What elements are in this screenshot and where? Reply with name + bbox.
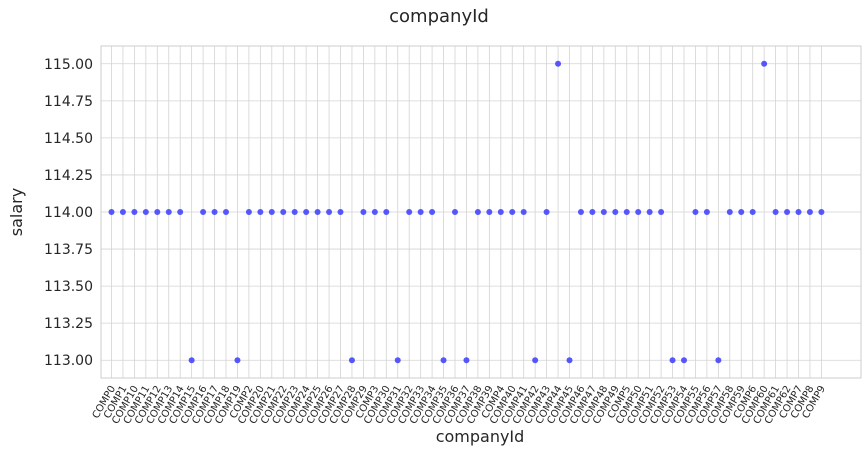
data-point bbox=[154, 209, 161, 215]
data-point bbox=[543, 209, 550, 215]
data-point bbox=[658, 209, 665, 215]
data-point bbox=[463, 357, 470, 364]
data-point bbox=[268, 209, 275, 215]
data-point bbox=[692, 209, 699, 215]
data-point bbox=[119, 209, 126, 215]
data-point bbox=[726, 209, 733, 215]
y-tick-label: 113.75 bbox=[44, 242, 93, 258]
data-point bbox=[200, 209, 207, 215]
y-tick-label: 113.00 bbox=[44, 353, 93, 369]
data-point bbox=[165, 209, 172, 215]
data-point bbox=[555, 60, 562, 67]
data-point bbox=[818, 209, 825, 215]
y-tick-label: 115.00 bbox=[44, 57, 93, 73]
data-point bbox=[532, 357, 539, 364]
y-tick-label: 114.25 bbox=[44, 168, 93, 184]
data-point bbox=[314, 209, 321, 215]
data-point bbox=[337, 209, 344, 215]
data-point bbox=[738, 209, 745, 215]
data-point bbox=[211, 209, 218, 215]
data-point bbox=[303, 209, 310, 215]
data-point bbox=[635, 209, 642, 215]
data-point bbox=[371, 209, 378, 215]
data-point bbox=[360, 209, 367, 215]
data-point bbox=[452, 209, 458, 215]
data-point bbox=[257, 209, 264, 215]
data-point bbox=[715, 357, 722, 364]
data-point bbox=[703, 209, 710, 215]
data-point bbox=[681, 357, 687, 364]
data-point bbox=[749, 209, 756, 215]
y-tick-label: 113.25 bbox=[44, 316, 93, 332]
x-axis-label: companyId bbox=[436, 427, 525, 446]
x-tick-labels: COMP0COMP1COMP10COMP11COMP12COMP13COMP14… bbox=[91, 384, 828, 426]
data-point bbox=[326, 209, 333, 215]
y-tick-label: 114.75 bbox=[44, 94, 93, 110]
data-point bbox=[474, 209, 481, 215]
data-point bbox=[600, 209, 607, 215]
y-tick-label: 114.00 bbox=[44, 205, 93, 221]
data-point bbox=[234, 357, 241, 364]
y-tick-label: 114.50 bbox=[44, 131, 93, 147]
data-point bbox=[566, 357, 573, 364]
data-point bbox=[394, 357, 401, 364]
data-point bbox=[291, 209, 298, 215]
data-point bbox=[509, 209, 516, 215]
data-point bbox=[761, 60, 768, 67]
data-point bbox=[131, 209, 138, 215]
data-point bbox=[623, 209, 630, 215]
data-point bbox=[245, 209, 252, 215]
data-point bbox=[406, 209, 413, 215]
data-point bbox=[497, 209, 504, 215]
data-points bbox=[108, 60, 825, 364]
data-point bbox=[142, 209, 149, 215]
data-point bbox=[520, 209, 527, 215]
data-point bbox=[612, 209, 619, 215]
data-point bbox=[669, 357, 676, 364]
data-point bbox=[646, 209, 653, 215]
data-point bbox=[280, 209, 287, 215]
data-point bbox=[188, 357, 195, 364]
y-tick-label: 113.50 bbox=[44, 279, 93, 295]
data-point bbox=[795, 209, 802, 215]
data-point bbox=[486, 209, 493, 215]
data-point bbox=[223, 209, 229, 215]
data-point bbox=[177, 209, 184, 215]
data-point bbox=[108, 209, 115, 215]
data-point bbox=[417, 209, 424, 215]
y-tick-labels: 113.00 113.25 113.50 113.75 114.00 114.25 114.… bbox=[44, 57, 93, 369]
plot-frame bbox=[100, 45, 862, 379]
data-point bbox=[589, 209, 596, 215]
data-point bbox=[429, 209, 436, 215]
data-point bbox=[440, 357, 447, 364]
data-point bbox=[577, 209, 584, 215]
y-axis-label: salary bbox=[7, 188, 26, 236]
data-point bbox=[784, 209, 791, 215]
data-point bbox=[383, 209, 390, 215]
data-point bbox=[772, 209, 779, 215]
chart-title: companyId bbox=[389, 6, 489, 27]
data-point bbox=[806, 209, 813, 215]
data-point bbox=[348, 357, 355, 364]
